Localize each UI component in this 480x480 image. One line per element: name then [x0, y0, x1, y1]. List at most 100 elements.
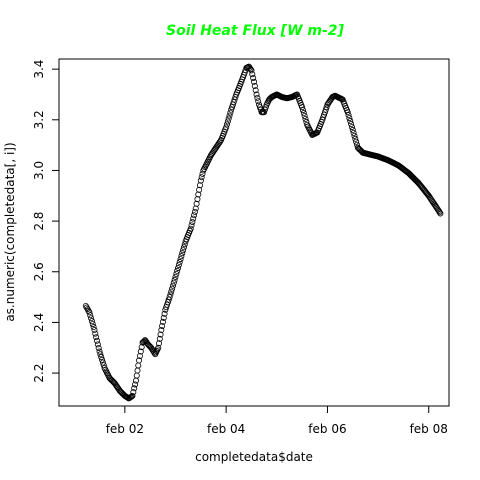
data-point [92, 330, 99, 337]
data-point [97, 351, 104, 358]
data-point [252, 87, 259, 94]
data-point [169, 282, 176, 289]
data-point [300, 110, 307, 117]
data-point [436, 209, 443, 216]
data-point [350, 129, 357, 136]
data-point [323, 104, 330, 111]
x-axis: feb 02 feb 04 feb 06 feb 08 [106, 406, 448, 436]
plot-frame [58, 58, 450, 407]
data-point [88, 318, 95, 325]
y-tick-label: 2.2 [32, 364, 46, 383]
data-point [95, 344, 102, 351]
data-point [197, 177, 204, 184]
data-point [156, 335, 163, 342]
x-tick-label: feb 08 [410, 422, 448, 436]
data-point [93, 337, 100, 344]
data-point [301, 112, 308, 119]
data-point [302, 115, 309, 122]
data-point [353, 141, 360, 148]
data-point [251, 83, 258, 90]
data-point [177, 256, 184, 263]
data-point [187, 225, 194, 232]
y-tick-label: 3.2 [32, 110, 46, 129]
data-point [191, 212, 198, 219]
data-point [346, 115, 353, 122]
data-point [137, 348, 144, 355]
data-point [98, 354, 105, 361]
chart-title: Soil Heat Flux [W m-2] [166, 23, 344, 39]
y-tick-label: 3.0 [32, 161, 46, 180]
data-point [175, 261, 182, 268]
y-tick-label: 2.4 [32, 313, 46, 332]
data-point [299, 107, 306, 114]
data-point [226, 112, 233, 119]
data-point [250, 78, 257, 85]
data-point [83, 304, 90, 311]
data-point [198, 174, 205, 181]
data-point [223, 121, 230, 128]
y-tick-label: 3.4 [32, 60, 46, 79]
x-axis-label: completedata$date [195, 450, 313, 464]
y-axis: 2.2 2.4 2.6 2.8 3.0 3.2 3.4 [32, 60, 59, 383]
data-point [176, 259, 183, 266]
data-point [227, 109, 234, 116]
y-axis-label: as.numeric(completedata[, i]) [3, 142, 17, 321]
data-point [179, 250, 186, 257]
data-point [136, 352, 143, 359]
data-point [192, 205, 199, 212]
data-point [349, 126, 356, 133]
data-point [344, 109, 351, 116]
data-point [348, 121, 355, 128]
data-point [94, 341, 101, 348]
data-point [86, 309, 93, 316]
data-point [160, 314, 167, 321]
data-point [138, 344, 145, 351]
data-point [253, 91, 260, 98]
data-point [178, 253, 185, 260]
data-point [250, 75, 257, 82]
data-point [155, 344, 162, 351]
data-point [168, 288, 175, 295]
x-tick-label: feb 06 [308, 422, 346, 436]
x-tick-label: feb 04 [207, 422, 245, 436]
data-points [82, 63, 444, 402]
data-point [190, 215, 197, 222]
data-point [166, 294, 173, 301]
data-point [159, 322, 166, 329]
data-point [345, 112, 352, 119]
data-point [129, 392, 136, 399]
data-point [169, 285, 176, 292]
data-point [437, 210, 444, 217]
data-point [156, 340, 163, 347]
data-point [352, 135, 359, 142]
data-point [193, 200, 200, 207]
data-point [348, 123, 355, 130]
data-point [173, 270, 180, 277]
data-point [99, 359, 106, 366]
data-point [174, 267, 181, 274]
data-point [172, 273, 179, 280]
data-point [189, 218, 196, 225]
data-point [249, 71, 256, 78]
data-point [351, 132, 358, 139]
data-point [180, 247, 187, 254]
data-point [223, 124, 230, 131]
data-point [132, 381, 139, 388]
data-point [225, 115, 232, 122]
data-point [299, 104, 306, 111]
x-tick-label: feb 02 [106, 422, 144, 436]
data-point [127, 394, 134, 401]
data-point [93, 334, 100, 341]
data-point [158, 327, 165, 334]
data-point [91, 327, 98, 334]
data-point [99, 356, 106, 363]
data-point [248, 67, 255, 74]
data-point [196, 182, 203, 189]
data-point [188, 222, 195, 229]
data-point [180, 244, 187, 251]
data-point [90, 324, 97, 331]
data-point [347, 118, 354, 125]
data-point [170, 279, 177, 286]
